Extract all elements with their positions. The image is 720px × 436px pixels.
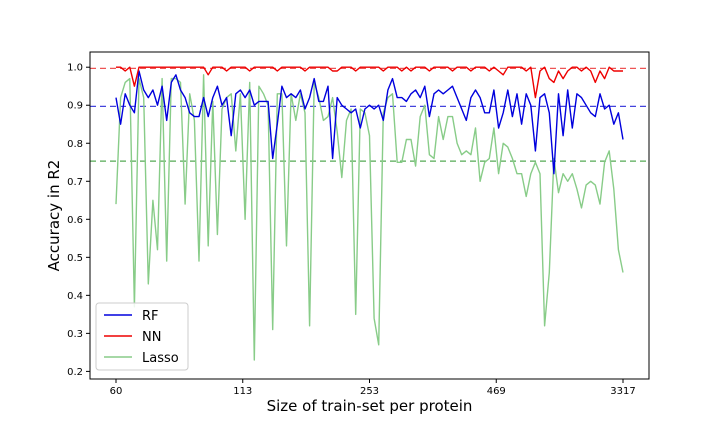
y-tick-label: 1.0: [67, 63, 83, 74]
y-tick-label: 0.3: [67, 329, 83, 340]
series-line-lasso: [115, 74, 624, 361]
y-tick-label: 0.7: [67, 177, 83, 188]
x-tick-label: 113: [233, 386, 252, 397]
y-tick-label: 0.4: [67, 291, 83, 302]
y-tick-label: 0.5: [67, 253, 83, 264]
legend-label-lasso: Lasso: [142, 351, 179, 366]
x-axis-title: Size of train-set per protein: [267, 397, 473, 415]
legend: RF NN Lasso: [95, 302, 189, 371]
series-line-rf: [115, 70, 624, 175]
y-axis-title: Accuracy in R2: [45, 160, 63, 272]
y-tick-label: 0.2: [67, 367, 83, 378]
x-axis: 60 113 253 469 3317: [110, 379, 636, 397]
y-tick-label: 0.9: [67, 101, 83, 112]
series-lines: [115, 66, 624, 361]
y-tick-label: 0.6: [67, 215, 83, 226]
legend-label-nn: NN: [142, 330, 161, 345]
series-line-nn: [116, 66, 623, 99]
x-tick-label: 3317: [610, 386, 635, 397]
x-tick-label: 60: [110, 386, 123, 397]
legend-box: [95, 302, 189, 371]
x-tick-label: 469: [487, 386, 506, 397]
y-tick-label: 0.8: [67, 139, 83, 150]
legend-label-rf: RF: [142, 309, 159, 324]
y-axis: 0.2 0.3 0.4 0.5 0.6 0.7 0.8 0.9 1.0: [67, 63, 90, 378]
x-tick-label: 253: [360, 386, 379, 397]
